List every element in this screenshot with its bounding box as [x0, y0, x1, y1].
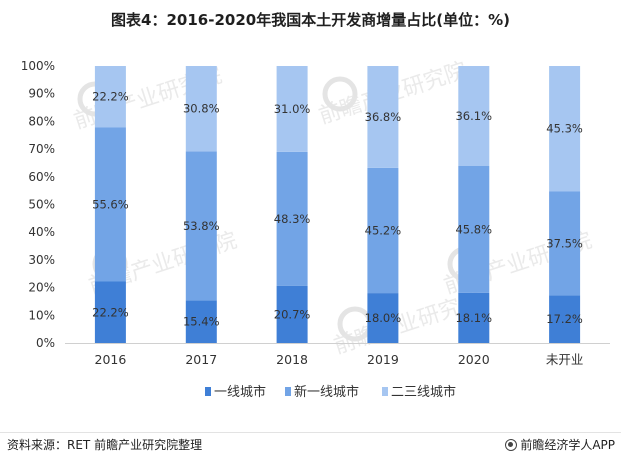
bar-segment: [549, 191, 581, 296]
bar-segment: [367, 167, 399, 294]
x-tick-label: 2017: [185, 352, 217, 367]
x-tick-label: 未开业: [546, 352, 584, 367]
brand-logo-icon: [505, 438, 518, 451]
y-tick-label: 40%: [28, 225, 55, 239]
data-label: 36.8%: [365, 110, 402, 124]
data-label: 53.8%: [183, 219, 220, 233]
footer: 资料来源：RET 前瞻产业研究院整理 前瞻经济学人APP: [0, 432, 621, 457]
x-tick-label: 2020: [458, 352, 490, 367]
chart-title: 图表4：2016-2020年我国本土开发商增量占比(单位：%): [111, 11, 510, 29]
bar-segment: [185, 300, 217, 343]
bar-segment: [549, 66, 581, 192]
x-tick-label: 2019: [367, 352, 399, 367]
data-label: 15.4%: [183, 315, 220, 329]
data-label: 31.0%: [274, 102, 311, 116]
y-tick-label: 30%: [28, 253, 55, 267]
brand-name: 前瞻经济学人APP: [520, 438, 615, 452]
y-tick-label: 80%: [28, 114, 55, 128]
bar-segment: [276, 151, 308, 286]
data-label: 45.3%: [546, 122, 583, 136]
data-label: 20.7%: [274, 307, 311, 321]
bar-segment: [94, 66, 126, 128]
y-tick-label: 0%: [36, 336, 55, 350]
legend-label: 一线城市: [214, 384, 266, 400]
data-label: 22.2%: [92, 305, 129, 319]
bar-segment: [94, 281, 126, 343]
data-label: 48.3%: [274, 212, 311, 226]
data-label: 45.8%: [455, 222, 492, 236]
y-tick-label: 100%: [21, 59, 55, 73]
legend-swatch: [382, 387, 388, 396]
x-tick-label: 2016: [95, 352, 127, 367]
y-tick-label: 20%: [28, 281, 55, 295]
bar-segment: [185, 151, 217, 301]
source-note: 资料来源：RET 前瞻产业研究院整理: [7, 438, 203, 452]
data-label: 37.5%: [546, 236, 583, 250]
bar-segment: [185, 66, 217, 152]
data-label: 30.8%: [183, 102, 220, 116]
x-tick-label: 2018: [276, 352, 308, 367]
bar-segment: [549, 295, 581, 343]
watermark-logo-icon: [322, 76, 358, 112]
bar-segment: [276, 285, 308, 343]
bar-segment: [276, 66, 308, 152]
data-label: 18.0%: [365, 311, 402, 325]
legend-swatch: [285, 387, 291, 396]
data-label: 22.2%: [92, 90, 129, 104]
bar-segment: [367, 66, 399, 168]
data-label: 55.6%: [92, 198, 129, 212]
y-tick-label: 60%: [28, 170, 55, 184]
data-label: 36.1%: [455, 109, 492, 123]
bar-segment: [458, 292, 490, 343]
bar-segment: [458, 66, 490, 166]
legend-swatch: [205, 387, 211, 396]
bar-segment: [94, 127, 126, 282]
y-tick-label: 70%: [28, 142, 55, 156]
legend-label: 新一线城市: [294, 384, 359, 400]
data-label: 18.1%: [455, 311, 492, 325]
bar-segment: [367, 293, 399, 343]
y-tick-label: 90%: [28, 87, 55, 101]
bar-segment: [458, 166, 490, 293]
y-tick-label: 50%: [28, 198, 55, 212]
brand: 前瞻经济学人APP: [505, 436, 615, 453]
legend-label: 二三线城市: [391, 384, 456, 400]
data-label: 17.2%: [546, 312, 583, 326]
y-tick-label: 10%: [28, 308, 55, 322]
data-label: 45.2%: [365, 224, 402, 238]
